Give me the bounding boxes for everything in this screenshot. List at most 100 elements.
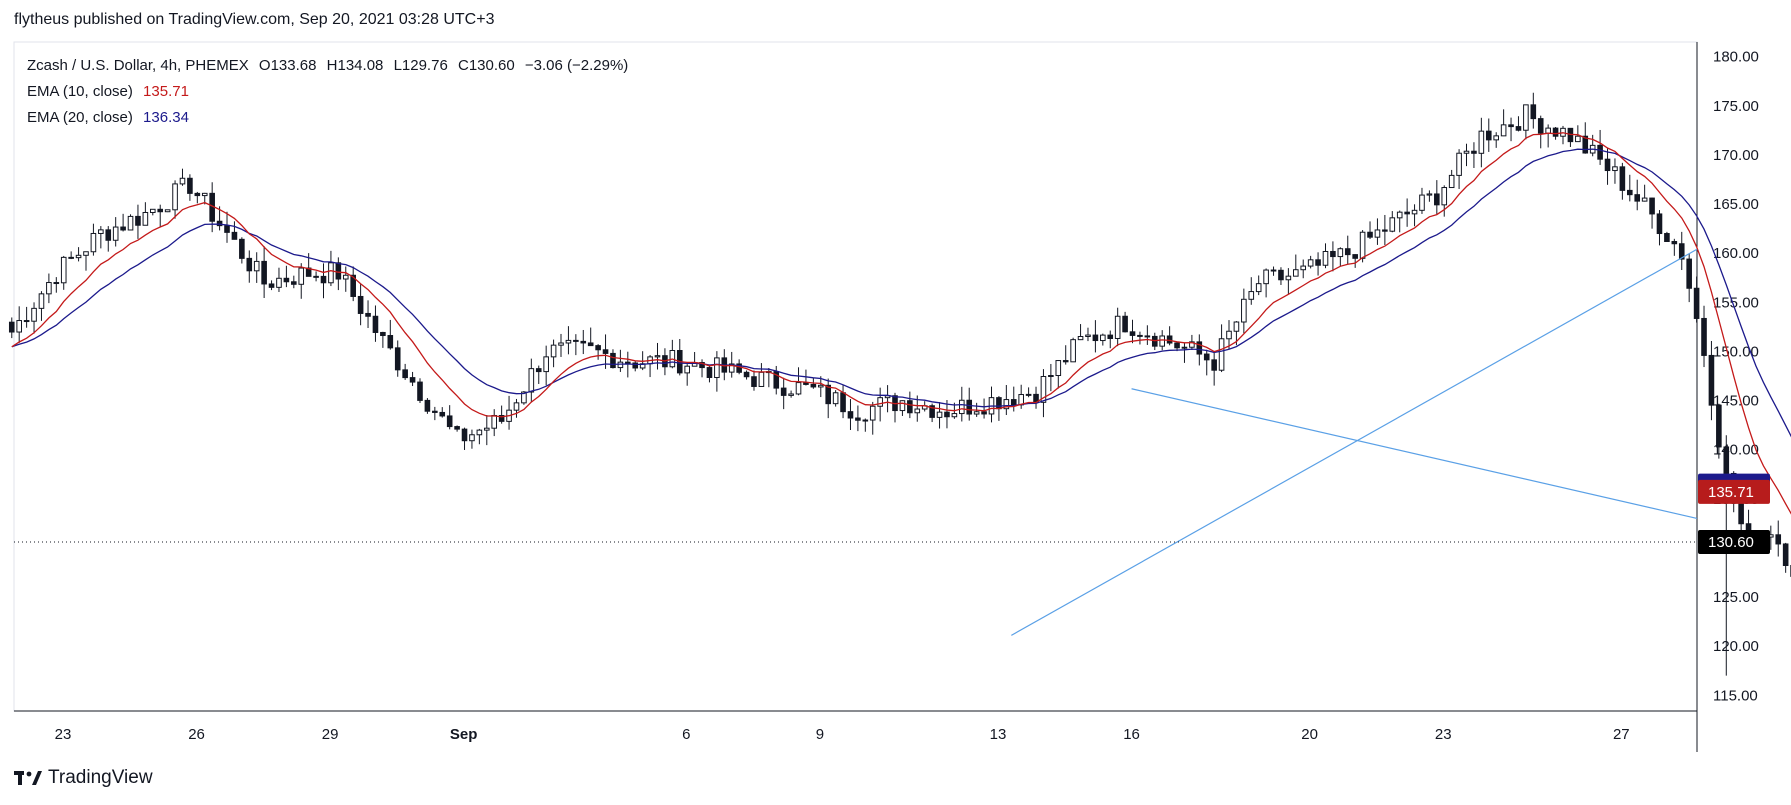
candle-body [187, 177, 193, 194]
candle-body [253, 260, 260, 272]
tradingview-logo[interactable]: TradingView [14, 767, 153, 789]
y-tick-label: 180.00 [1713, 49, 1759, 66]
candle-body [1619, 166, 1626, 191]
candle-body [380, 331, 386, 337]
candle-body [1463, 150, 1470, 154]
legend-close: 130.60 [468, 57, 515, 74]
legend-symbol[interactable]: Zcash / U.S. Dollar, 4h, PHEMEX [27, 57, 249, 74]
y-tick-label: 145.00 [1713, 393, 1759, 410]
candle-body [580, 340, 587, 344]
candle-body [1010, 399, 1017, 406]
candle-body [224, 225, 230, 233]
candle-body [276, 277, 282, 288]
candle-body [1441, 187, 1448, 206]
x-tick-label: 27 [1613, 726, 1630, 743]
candle-body [1114, 315, 1121, 339]
candle-body [936, 411, 943, 418]
candle-body [1411, 209, 1418, 215]
candle-body [1322, 250, 1329, 266]
trendline [1011, 248, 1698, 636]
candle-body [1545, 127, 1551, 134]
candle-body [1226, 330, 1232, 340]
candle-body [172, 183, 178, 211]
candle-body [231, 231, 238, 240]
candle-body [164, 209, 171, 213]
x-tick-label: 13 [990, 726, 1007, 743]
candle-body [216, 220, 223, 227]
candle-body [736, 363, 742, 373]
price-tag-label: 135.71 [1708, 484, 1754, 501]
candle-body [1738, 502, 1744, 525]
candle-body [1434, 193, 1440, 206]
candle-body [714, 357, 720, 378]
legend-ema20-label[interactable]: EMA (20, close) [27, 109, 133, 126]
candle-body [1211, 359, 1217, 371]
candle-body [743, 371, 750, 378]
candle-body [951, 413, 958, 418]
x-tick-label: 20 [1301, 726, 1318, 743]
x-tick-label: 23 [1435, 726, 1452, 743]
candle-body [996, 397, 1002, 410]
candle-body [528, 368, 535, 393]
candle-body [1166, 335, 1173, 344]
candle-body [1315, 259, 1321, 266]
candle-body [31, 307, 37, 322]
candle-body [973, 411, 980, 415]
candle-body [587, 342, 594, 347]
candle-body [1218, 338, 1225, 371]
candle-body [632, 362, 639, 369]
candle-body [1723, 446, 1730, 474]
candle-body [780, 387, 787, 396]
candle-body [654, 355, 661, 358]
candle-body [98, 229, 104, 234]
candle-body [1552, 127, 1559, 137]
candle-body [558, 342, 564, 346]
legend-open: 133.68 [270, 57, 317, 74]
x-tick-label: 16 [1123, 726, 1140, 743]
candle-body [1686, 258, 1692, 289]
legend-ema10-value: 135.71 [143, 83, 189, 100]
candle-body [832, 392, 839, 405]
candle-body [981, 411, 987, 415]
candle-body [1382, 229, 1388, 232]
candle-body [899, 400, 906, 412]
price-tag [1698, 479, 1770, 504]
candle-body [1456, 152, 1462, 176]
candle-body [1203, 353, 1210, 361]
legend-low-label: L [393, 57, 402, 74]
candle-body [1352, 254, 1358, 259]
candle-body [1782, 543, 1789, 566]
candle-body [758, 371, 765, 387]
x-tick-label: 26 [188, 726, 205, 743]
candle-body [1775, 534, 1782, 545]
candle-body [1330, 250, 1336, 258]
legend-ema20-value: 136.34 [143, 109, 189, 126]
candle-body [625, 361, 631, 364]
x-tick-label: 23 [55, 726, 72, 743]
candle-body [120, 226, 126, 231]
candle-body [810, 383, 817, 388]
candle-body [840, 392, 846, 413]
candle-body [1062, 360, 1069, 363]
candle-body [498, 415, 505, 422]
candle-body [1025, 393, 1032, 396]
legend-ema10-label[interactable]: EMA (10, close) [27, 83, 133, 100]
candle-body [357, 295, 364, 314]
candle-body [68, 256, 74, 259]
candle-body [283, 277, 290, 283]
candle-body [491, 415, 498, 429]
candle-body [1077, 336, 1084, 341]
candle-body [1493, 135, 1499, 141]
candle-body [907, 400, 913, 414]
candle-body [313, 275, 319, 278]
price-tag [1698, 530, 1770, 555]
candle-body [157, 208, 164, 213]
candle-body [788, 393, 794, 396]
candle-body [60, 256, 67, 284]
candle-body [1233, 321, 1240, 332]
candle-body [112, 226, 119, 241]
candle-body [342, 274, 349, 280]
candle-body [706, 367, 713, 378]
candle-body [573, 339, 579, 342]
